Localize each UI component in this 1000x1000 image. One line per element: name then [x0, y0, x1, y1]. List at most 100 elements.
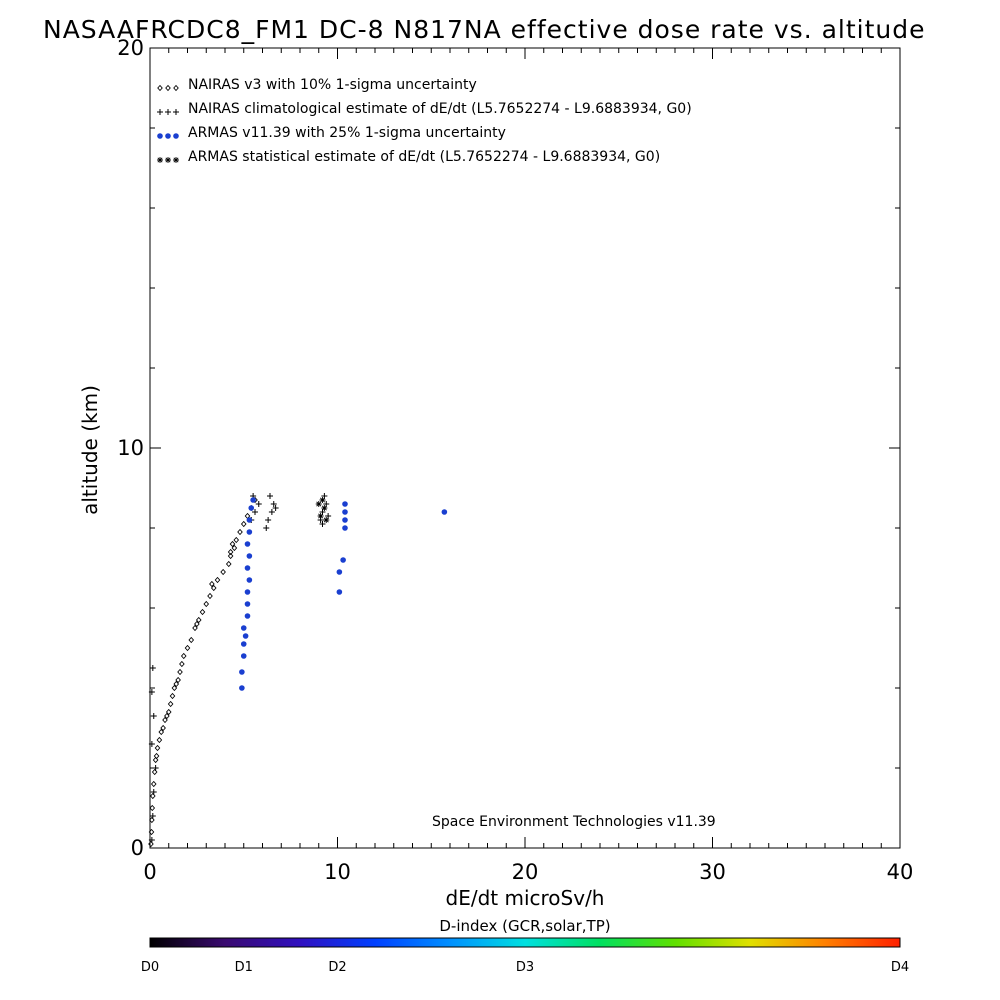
- data-point-series-0: [194, 620, 200, 628]
- data-point-series-0: [148, 828, 155, 836]
- legend-marker: [165, 109, 171, 115]
- x-tick-label: 20: [512, 860, 539, 884]
- data-point-series-0: [231, 544, 238, 552]
- data-point-series-2: [239, 669, 245, 675]
- legend-entry: ARMAS statistical estimate of dE/dt (L5.…: [188, 149, 660, 165]
- data-point-series-2: [336, 569, 343, 575]
- data-point-series-2: [244, 565, 251, 571]
- credit-text: Space Environment Technologies v11.39: [432, 814, 716, 830]
- data-point-series-2: [246, 577, 253, 583]
- data-point-series-1: [148, 689, 155, 695]
- data-point-series-1: [152, 765, 159, 771]
- y-axis-label: altitude (km): [78, 385, 102, 515]
- data-point-series-0: [209, 580, 215, 588]
- data-point-series-2: [246, 529, 253, 535]
- colorbar-label: D2: [328, 960, 346, 975]
- chart-title: NASAAFRCDC8_FM1 DC-8 N817NA effective do…: [43, 15, 926, 44]
- data-point-series-0: [162, 716, 168, 724]
- data-point-series-0: [149, 816, 155, 824]
- data-point-series-2: [239, 685, 245, 691]
- data-point-series-0: [148, 840, 154, 848]
- legend-entry: NAIRAS v3 with 10% 1-sigma uncertainty: [188, 77, 477, 93]
- x-axis-label: dE/dt microSv/h: [446, 886, 605, 910]
- colorbar: [149, 937, 901, 948]
- data-point-series-1: [255, 501, 262, 507]
- legend-marker: [173, 109, 179, 115]
- data-point-series-0: [220, 568, 226, 576]
- data-point-series-0: [229, 540, 236, 548]
- data-point-series-2: [244, 613, 251, 619]
- data-point-series-2: [342, 509, 348, 515]
- data-point-series-0: [214, 576, 221, 584]
- data-point-series-2: [246, 553, 253, 559]
- data-point-series-0: [165, 708, 172, 716]
- data-point-series-0: [169, 692, 176, 700]
- data-point-series-2: [240, 625, 247, 631]
- data-point-series-2: [240, 641, 247, 647]
- data-point-series-0: [173, 680, 180, 688]
- data-point-series-2: [441, 509, 448, 515]
- data-point-series-3: [315, 501, 322, 507]
- data-point-series-1: [272, 505, 279, 511]
- data-point-series-1: [267, 493, 273, 499]
- data-point-series-3: [323, 517, 330, 523]
- data-point-series-0: [154, 744, 161, 752]
- data-point-series-0: [199, 608, 206, 616]
- data-point-series-0: [184, 644, 191, 652]
- data-point-series-0: [152, 756, 159, 764]
- data-point-series-0: [164, 712, 170, 720]
- data-point-series-0: [153, 752, 160, 760]
- data-points: [148, 493, 448, 848]
- legend: NAIRAS v3 with 10% 1-sigma uncertainty NA…: [157, 77, 692, 165]
- y-tick-label: 10: [117, 436, 144, 460]
- data-point-series-2: [342, 525, 348, 531]
- data-point-series-3: [319, 497, 326, 503]
- data-point-series-1: [148, 741, 155, 747]
- data-point-series-2: [342, 517, 348, 523]
- data-point-series-0: [210, 584, 217, 592]
- colorbar-title: D-index (GCR,solar,TP): [439, 917, 610, 935]
- legend-marker: [165, 84, 171, 92]
- legend-marker: [173, 84, 179, 92]
- colorbar-labels: D0 D1 D2 D3 D4: [141, 960, 909, 975]
- colorbar-label: D3: [516, 960, 534, 975]
- x-tick-label: 30: [699, 860, 726, 884]
- x-tick-label: 0: [143, 860, 156, 884]
- data-point-series-0: [160, 724, 166, 732]
- data-point-series-0: [203, 600, 210, 608]
- data-point-series-0: [240, 520, 247, 528]
- legend-marker: [173, 157, 179, 163]
- data-point-series-2: [242, 633, 249, 639]
- x-tick-label: 10: [324, 860, 351, 884]
- data-point-series-2: [340, 557, 346, 563]
- data-point-series-0: [175, 676, 181, 684]
- legend-marker: [157, 157, 163, 163]
- data-point-series-2: [240, 653, 247, 659]
- legend-marker: [165, 133, 171, 139]
- data-point-series-2: [342, 501, 348, 507]
- data-point-series-1: [150, 713, 157, 719]
- legend-marker: [157, 109, 163, 115]
- legend-entry: NAIRAS climatological estimate of dE/dt …: [188, 101, 692, 117]
- legend-marker: [173, 133, 179, 139]
- data-point-series-0: [156, 736, 163, 744]
- data-point-series-1: [150, 789, 157, 795]
- data-point-series-0: [179, 660, 185, 668]
- data-point-series-2: [244, 601, 251, 607]
- data-point-series-2: [248, 505, 255, 511]
- data-point-series-1: [149, 665, 156, 671]
- data-point-series-2: [250, 497, 256, 503]
- data-point-series-1: [252, 509, 258, 515]
- data-point-series-1: [149, 813, 156, 819]
- y-tick-label: 20: [117, 36, 144, 60]
- legend-marker: [165, 157, 171, 163]
- data-point-series-2: [244, 589, 251, 595]
- data-point-series-1: [148, 837, 155, 843]
- legend-marker: [157, 84, 163, 92]
- data-point-series-0: [158, 728, 165, 736]
- data-point-series-2: [336, 589, 343, 595]
- data-point-series-0: [225, 560, 232, 568]
- data-point-series-0: [150, 780, 157, 788]
- data-point-series-2: [244, 541, 251, 547]
